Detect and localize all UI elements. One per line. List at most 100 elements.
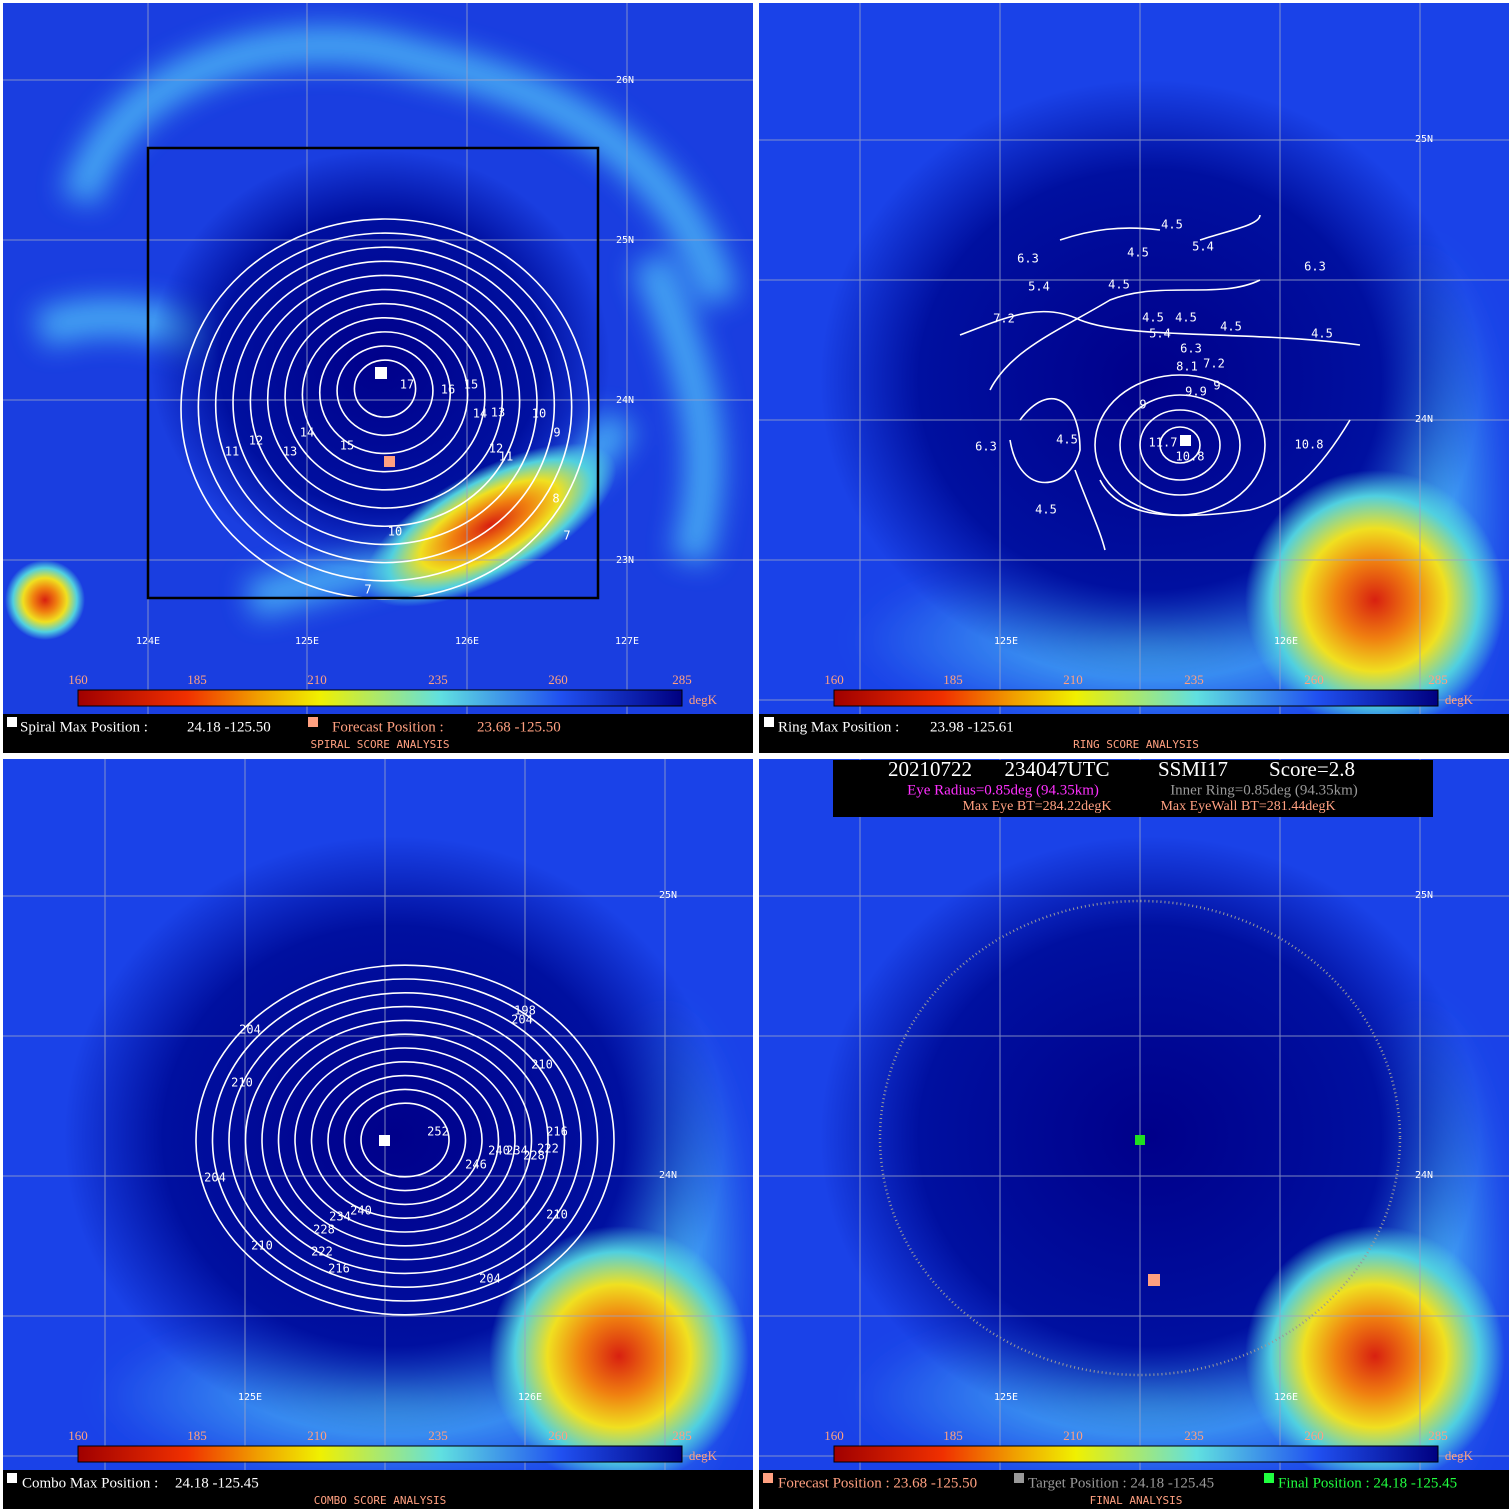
panel-title: RING SCORE ANALYSIS xyxy=(1073,738,1199,751)
contour-label: 6.3 xyxy=(1017,252,1039,266)
legend-square xyxy=(763,1473,773,1483)
contour-label: 5.4 xyxy=(1192,240,1214,254)
contour-label: 17 xyxy=(400,378,414,392)
ring-background xyxy=(759,3,1509,714)
lon-label: 126E xyxy=(1274,1392,1298,1403)
lon-label: 125E xyxy=(994,636,1018,647)
contour-label: 14 xyxy=(300,426,314,440)
contour xyxy=(1099,419,1351,517)
legend-square xyxy=(1014,1473,1024,1483)
contour xyxy=(228,991,582,1288)
contour xyxy=(1074,469,1106,551)
lat-label: 26N xyxy=(616,75,634,86)
colorbar-tick: 260 xyxy=(1304,672,1324,687)
contour-label: 252 xyxy=(427,1125,449,1139)
colorbar-tick: 235 xyxy=(1184,672,1204,687)
max-eye-bt: Max Eye BT=284.22degK xyxy=(962,799,1111,814)
contour-label: 210 xyxy=(231,1076,253,1090)
lon-label: 125E xyxy=(295,636,319,647)
lat-label: 24N xyxy=(659,1170,677,1181)
contour xyxy=(197,232,573,582)
contour-label: 204 xyxy=(239,1023,261,1037)
contour xyxy=(284,302,486,491)
ring-max-marker xyxy=(1180,435,1191,446)
contour xyxy=(1119,394,1241,496)
contour xyxy=(343,1088,467,1192)
info-text: Target Position : 24.18 -125.45 xyxy=(1028,1475,1214,1491)
contour-label: 4.5 xyxy=(1056,433,1078,447)
colorbar xyxy=(77,689,683,707)
contour xyxy=(327,1074,483,1206)
contour-label: 4.5 xyxy=(1161,218,1183,232)
contour xyxy=(232,260,538,546)
info-bar xyxy=(759,714,1509,753)
header-time: 234047UTC xyxy=(1005,757,1110,781)
contour-label: 16 xyxy=(441,383,455,397)
contour xyxy=(211,978,599,1302)
contour-label: 6.3 xyxy=(1304,260,1326,274)
contour-label: 240 xyxy=(488,1144,510,1158)
contour-label: 216 xyxy=(546,1125,568,1139)
contour-label: 13 xyxy=(491,406,505,420)
lon-label: 127E xyxy=(615,636,639,647)
lon-label: 126E xyxy=(455,636,479,647)
legend-square xyxy=(7,1473,17,1483)
colorbar-tick: 185 xyxy=(943,1428,963,1443)
info-text: 24.18 -125.50 xyxy=(187,719,271,735)
info-text: Final Position : 24.18 -125.45 xyxy=(1278,1475,1457,1491)
contour xyxy=(301,316,469,473)
contour-label: 6.3 xyxy=(1180,342,1202,356)
colorbar-unit: degK xyxy=(1445,692,1474,707)
lat-label: 25N xyxy=(1415,890,1433,901)
contour xyxy=(318,331,452,455)
spiral-max-marker xyxy=(375,367,387,379)
header-date: 20210722 xyxy=(888,757,972,781)
lon-label: 126E xyxy=(518,1392,542,1403)
max-eyewall-bt: Max EyeWall BT=281.44degK xyxy=(1160,799,1335,814)
contour-label: 4.5 xyxy=(1108,278,1130,292)
contour-label: 210 xyxy=(251,1239,273,1253)
contour-label: 4.5 xyxy=(1175,311,1197,325)
contour xyxy=(1199,214,1261,241)
eye-ring xyxy=(878,899,1402,1377)
info-text: Spiral Max Position : xyxy=(20,719,148,735)
contour-label: 7 xyxy=(563,529,570,543)
contour-label: 228 xyxy=(313,1223,335,1237)
colorbar-tick: 160 xyxy=(68,1428,88,1443)
contour-label: 198 xyxy=(514,1004,536,1018)
lat-label: 23N xyxy=(616,555,634,566)
contour-label: 12 xyxy=(249,434,263,448)
contour-label: 11 xyxy=(499,450,513,464)
contour xyxy=(261,1019,549,1261)
colorbar-tick: 285 xyxy=(1428,1428,1448,1443)
colorbar xyxy=(77,1445,683,1463)
contour-label: 10.8 xyxy=(1176,450,1205,464)
colorbar-unit: degK xyxy=(689,692,718,707)
contour-label: 234 xyxy=(329,1210,351,1224)
info-text: 23.68 -125.50 xyxy=(477,719,561,735)
contour-label: 4.5 xyxy=(1127,246,1149,260)
header-box xyxy=(833,760,1433,817)
analysis-box xyxy=(146,146,600,600)
contour xyxy=(310,1061,500,1220)
contour-label: 204 xyxy=(511,1013,533,1027)
contour-label: 240 xyxy=(350,1204,372,1218)
contour-label: 4.5 xyxy=(1311,327,1333,341)
contour-label: 228 xyxy=(523,1149,545,1163)
contour-label: 15 xyxy=(464,378,478,392)
contour-label: 222 xyxy=(311,1245,333,1259)
contour xyxy=(360,1102,450,1178)
contour xyxy=(244,1005,566,1275)
info-bar xyxy=(3,714,753,753)
lat-label: 24N xyxy=(1415,414,1433,425)
lat-label: 25N xyxy=(616,235,634,246)
colorbar-tick: 285 xyxy=(672,672,692,687)
colorbar-tick: 210 xyxy=(307,1428,327,1443)
colorbar-tick: 210 xyxy=(1063,1428,1083,1443)
contour-label: 4.5 xyxy=(1220,320,1242,334)
colorbar-tick: 160 xyxy=(824,1428,844,1443)
final-marker xyxy=(1135,1135,1145,1145)
contour-label: 10.8 xyxy=(1295,438,1324,452)
contour xyxy=(294,1047,516,1233)
